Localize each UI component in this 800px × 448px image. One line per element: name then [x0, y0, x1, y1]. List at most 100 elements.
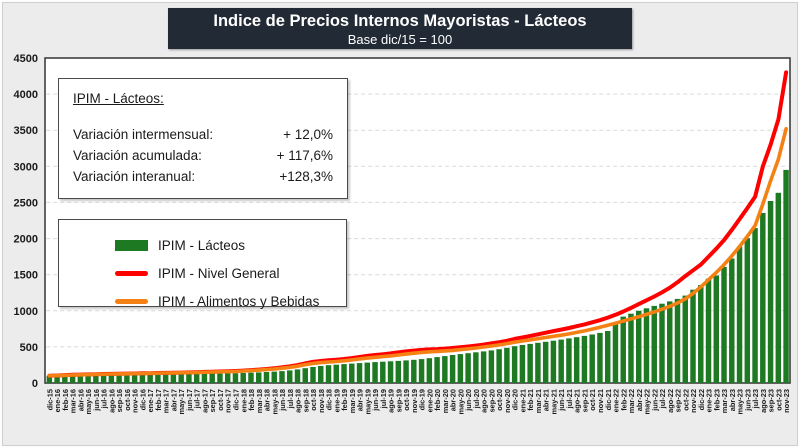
x-axis-label: dic-15 [45, 389, 54, 410]
x-axis-label: abr-18 [263, 389, 272, 411]
x-axis-label: dic-22 [697, 389, 706, 410]
y-axis-label: 0 [32, 378, 38, 390]
ipim-lacteos-bar [263, 372, 270, 383]
x-axis-label: ago-18 [294, 389, 303, 413]
ipim-lacteos-bar [519, 345, 526, 383]
x-axis-label: nov-19 [410, 389, 419, 413]
x-axis-label: sep-16 [115, 389, 124, 412]
infobox-row-interanual: Variación interanual: +128,3% [73, 166, 333, 187]
ipim-lacteos-bar [535, 342, 541, 383]
chart-legend: IPIM - Lácteos IPIM - Nivel General IPIM… [58, 219, 347, 309]
ipim-lacteos-bar [457, 354, 464, 383]
ipim-lacteos-bar [100, 375, 107, 383]
ipim-lacteos-bar [736, 246, 743, 383]
ipim-lacteos-bar [155, 374, 161, 383]
ipim-lacteos-bar [674, 298, 681, 383]
alimentos-swatch-icon [115, 298, 148, 304]
ipim-lacteos-bar [124, 374, 130, 383]
ipim-lacteos-bar [279, 371, 285, 383]
x-axis-label: oct-22 [681, 389, 690, 411]
ipim-lacteos-bar [496, 349, 502, 383]
x-axis-label: jul-23 [751, 389, 760, 409]
title-banner: Indice de Precios Internos Mayoristas - … [168, 8, 632, 49]
x-axis-label: jun-18 [278, 389, 287, 412]
ipim-lacteos-bar [620, 316, 626, 383]
ipim-lacteos-bar [604, 331, 611, 383]
ipim-lacteos-bar [54, 375, 60, 383]
x-axis-label: dic-16 [138, 389, 147, 410]
x-axis-label: oct-18 [309, 389, 318, 411]
legend-label-lacteos: IPIM - Lácteos [158, 237, 246, 253]
x-axis-label: ene-22 [612, 389, 621, 412]
x-axis-label: abr-19 [356, 389, 365, 411]
x-axis-label: feb-20 [433, 389, 442, 411]
ipim-lacteos-bar [224, 373, 231, 383]
ipim-lacteos-bar [434, 357, 440, 383]
ipim-lacteos-bar [426, 358, 433, 383]
ipim-lacteos-bar [310, 367, 316, 383]
x-axis-label: dic-21 [604, 389, 613, 410]
x-axis-label: abr-22 [635, 389, 644, 411]
y-axis-label: 3500 [14, 125, 38, 137]
alimentos-bebidas-line [47, 127, 788, 378]
x-axis-label: may-21 [550, 389, 559, 414]
lacteos-swatch-icon [115, 239, 148, 251]
ipim-lacteos-bar [442, 356, 448, 383]
x-axis-label: may-18 [270, 389, 279, 414]
y-axis-label: 2500 [14, 197, 38, 209]
ipim-lacteos-bar [271, 371, 277, 383]
x-axis-label: sep-20 [487, 389, 496, 412]
x-axis-label: jun-23 [743, 389, 752, 412]
x-axis-label: feb-19 [340, 389, 349, 411]
x-axis-label: ago-16 [107, 389, 116, 413]
ipim-lacteos-bar [294, 369, 301, 383]
x-axis-label: may-20 [456, 389, 465, 414]
x-axis-label: nov-16 [131, 389, 140, 413]
ipim-lacteos-bar [77, 375, 84, 383]
x-axis-label: jul-18 [286, 389, 295, 409]
x-axis-label: jul-20 [472, 389, 481, 409]
ipim-lacteos-bar [255, 372, 262, 383]
x-axis-label: abr-16 [76, 389, 85, 411]
ipim-lacteos-bar [682, 295, 688, 383]
x-axis-label: ene-19 [332, 389, 341, 412]
x-axis-label: ene-20 [425, 389, 434, 412]
ipim-lacteos-bar [364, 362, 371, 383]
ipim-lacteos-bar [333, 364, 339, 383]
x-axis-label: nov-21 [596, 389, 605, 413]
x-axis-label: jun-20 [464, 389, 473, 412]
ipim-lacteos-bar [131, 374, 138, 383]
x-axis-label: ene-16 [53, 389, 62, 412]
ipim-lacteos-bar [775, 192, 782, 383]
x-axis-label: sep-19 [394, 389, 403, 412]
ipim-lacteos-bar [372, 362, 378, 383]
ipim-lacteos-bar [752, 228, 758, 383]
legend-item-lacteos: IPIM - Lácteos [115, 231, 346, 259]
x-axis-label: dic-19 [418, 389, 427, 410]
x-axis-label: ago-17 [201, 389, 210, 413]
infobox-title: IPIM - Lácteos: [73, 91, 164, 106]
ipim-lacteos-bar [139, 374, 146, 383]
ipim-lacteos-bar [46, 375, 53, 383]
x-axis-label: may-17 [177, 389, 186, 414]
ipim-lacteos-bar [248, 372, 254, 383]
nivel-general-swatch-icon [115, 270, 148, 276]
x-axis-label: sep-22 [674, 389, 683, 412]
x-axis-label: may-19 [363, 389, 372, 414]
x-axis-label: ago-20 [480, 389, 489, 413]
x-axis-label: ene-23 [705, 389, 714, 412]
ipim-lacteos-bar [147, 374, 153, 383]
chart-title: Indice de Precios Internos Mayoristas - … [213, 12, 587, 30]
ipim-lacteos-bar [783, 169, 789, 383]
ipim-lacteos-bar [488, 350, 495, 383]
ipim-lacteos-bar [217, 373, 223, 383]
x-axis-label: abr-21 [542, 389, 551, 411]
x-axis-label: oct-19 [402, 389, 411, 411]
x-axis-label: mar-17 [162, 389, 171, 413]
acumulada-label: Variación acumulada: [73, 148, 202, 163]
x-axis-label: feb-17 [154, 389, 163, 411]
x-axis-label: feb-16 [61, 389, 70, 411]
legend-item-alimentos: IPIM - Alimentos y Bebidas [115, 287, 346, 315]
x-axis-label: mar-16 [69, 389, 78, 413]
